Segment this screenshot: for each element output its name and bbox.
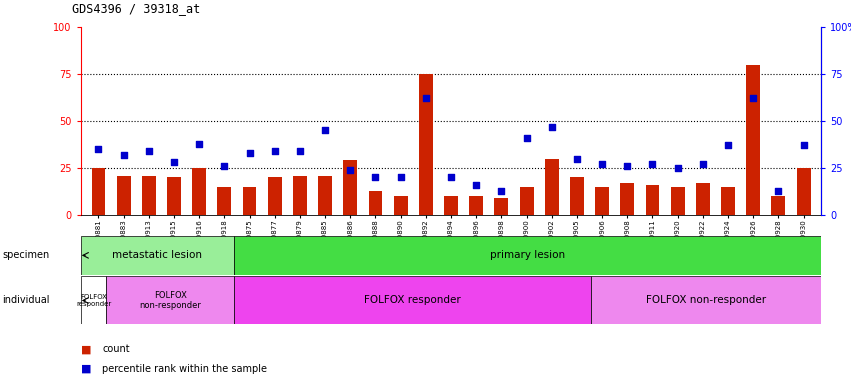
Bar [243,187,256,215]
Point [117,152,130,158]
Bar [494,198,508,215]
Point [520,135,534,141]
Bar [368,190,382,215]
Text: ■: ■ [81,364,91,374]
Point [368,174,382,180]
Point [746,95,760,101]
Bar [797,168,810,215]
Point [92,146,106,152]
Point [318,127,332,134]
Point [444,174,458,180]
Bar [696,183,710,215]
Text: ■: ■ [81,344,91,354]
Point [394,174,408,180]
Bar [318,175,332,215]
Bar [570,177,584,215]
Point [671,165,684,171]
Bar [81,236,234,275]
Bar [218,187,231,215]
Point [243,150,256,156]
Point [772,187,785,194]
Bar [772,196,785,215]
Text: GDS4396 / 39318_at: GDS4396 / 39318_at [72,2,201,15]
Bar [671,187,684,215]
Text: FOLFOX non-responder: FOLFOX non-responder [646,295,767,306]
Text: metastatic lesion: metastatic lesion [112,250,203,260]
Text: count: count [102,344,129,354]
Text: FOLFOX
non-responder: FOLFOX non-responder [140,291,201,310]
Bar [591,276,821,324]
Bar [234,236,821,275]
Point [545,124,558,130]
Bar [106,276,234,324]
Bar [167,177,181,215]
Text: individual: individual [2,295,49,306]
Point [646,161,660,167]
Bar [268,177,282,215]
Bar [444,196,458,215]
Text: FOLFOX responder: FOLFOX responder [364,295,461,306]
Bar [620,183,634,215]
Bar [293,175,307,215]
Text: specimen: specimen [2,250,49,260]
Point [268,148,282,154]
Point [494,187,508,194]
Point [218,163,231,169]
Text: FOLFOX
responder: FOLFOX responder [76,294,111,307]
Point [696,161,710,167]
Bar [746,65,760,215]
Point [470,182,483,188]
Point [419,95,432,101]
Bar [343,161,357,215]
Point [293,148,306,154]
Point [344,167,357,173]
Point [797,142,810,149]
Bar [117,175,130,215]
Bar [595,187,609,215]
Bar [192,168,206,215]
Text: percentile rank within the sample: percentile rank within the sample [102,364,267,374]
Point [142,148,156,154]
Bar [469,196,483,215]
Bar [81,276,106,324]
Bar [234,276,591,324]
Bar [520,187,534,215]
Bar [92,168,106,215]
Bar [394,196,408,215]
Bar [419,74,433,215]
Point [570,156,584,162]
Bar [545,159,559,215]
Point [596,161,609,167]
Bar [142,175,156,215]
Bar [721,187,735,215]
Point [722,142,735,149]
Text: primary lesion: primary lesion [490,250,565,260]
Point [620,163,634,169]
Point [167,159,180,166]
Bar [646,185,660,215]
Point [192,141,206,147]
